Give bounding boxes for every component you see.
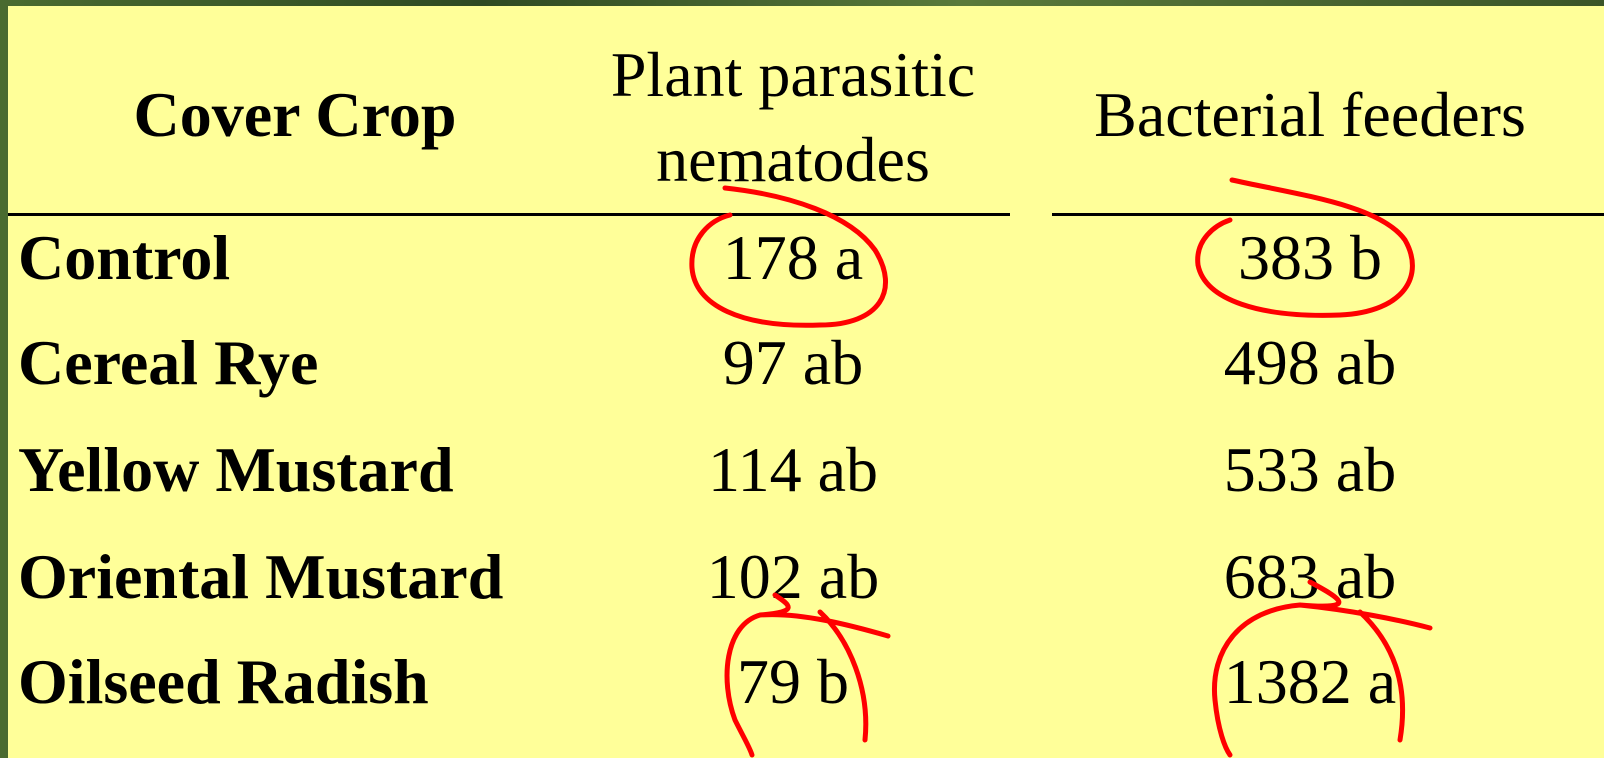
header-rule — [8, 213, 1010, 216]
row-label: Yellow Mustard — [18, 434, 454, 505]
value-cell: 97 ab — [722, 327, 864, 398]
value-cell: 533 ab — [1223, 434, 1397, 505]
value-cell: 1382 a — [1223, 646, 1397, 717]
value-cell: 114 ab — [707, 434, 879, 505]
value-cell: 102 ab — [706, 541, 880, 612]
header-rule — [1052, 213, 1604, 216]
row-label: Cereal Rye — [18, 327, 319, 398]
header-cell: Plant parasitic — [610, 39, 976, 110]
header-cell: Bacterial feeders — [1094, 79, 1526, 150]
value-cell: 498 ab — [1223, 327, 1397, 398]
row-label: Oriental Mustard — [18, 541, 504, 612]
value-cell: 383 b — [1238, 222, 1382, 293]
value-cell: 683 ab — [1223, 541, 1397, 612]
header-cell: Cover Crop — [133, 79, 457, 150]
row-label: Control — [18, 222, 231, 293]
value-cell: 79 b — [737, 646, 849, 717]
row-label: Oilseed Radish — [18, 646, 429, 717]
red-circle — [1195, 177, 1415, 318]
table-panel — [8, 6, 1604, 758]
value-cell: 178 a — [722, 222, 864, 293]
header-cell: nematodes — [656, 124, 930, 195]
red-circle — [1211, 579, 1433, 758]
red-circle — [724, 592, 891, 758]
red-circle — [689, 185, 888, 328]
